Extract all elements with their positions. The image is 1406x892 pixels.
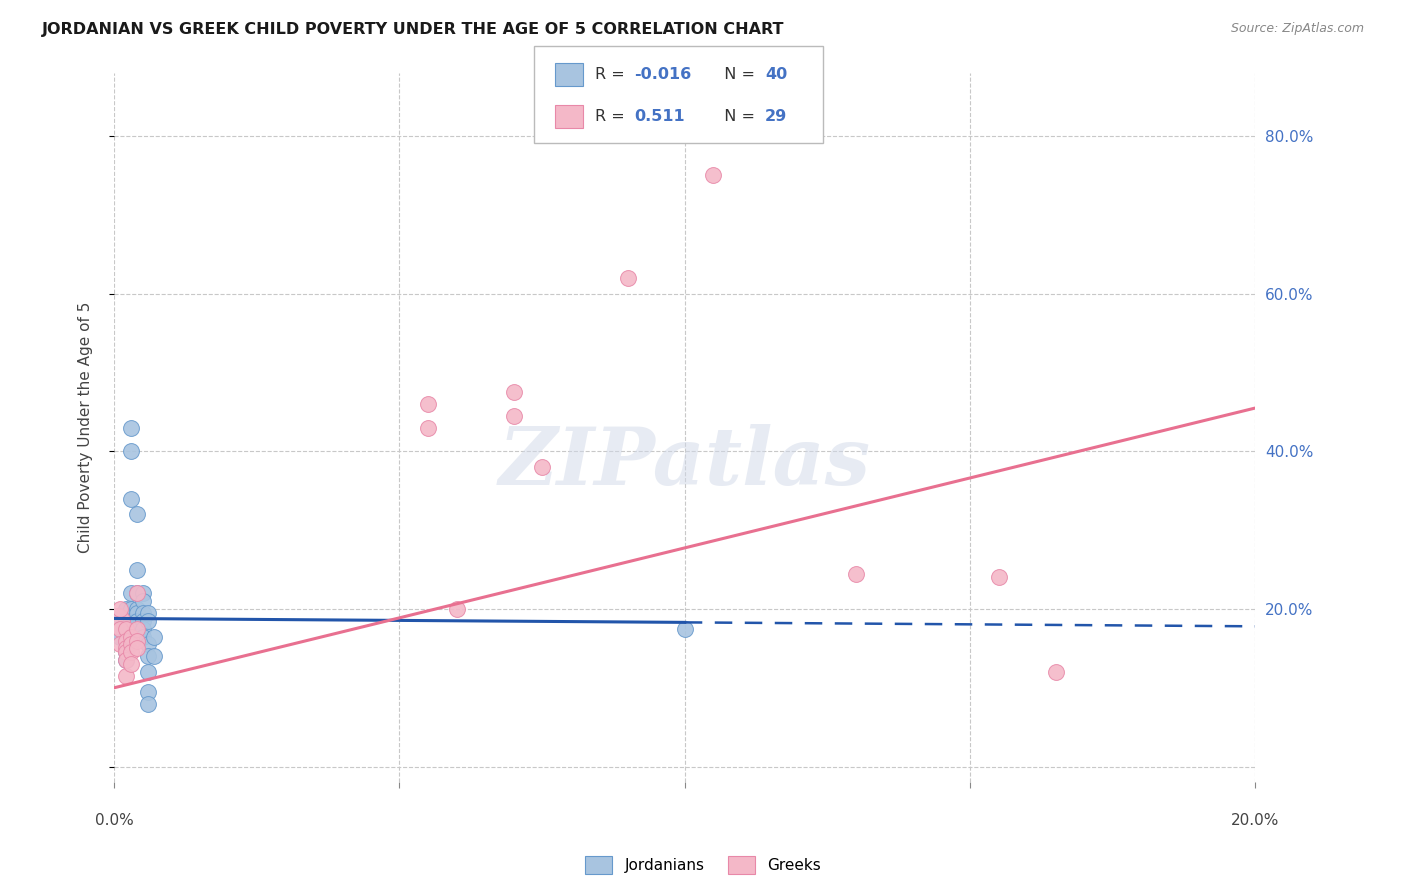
Point	[108, 614, 131, 628]
Text: N =: N =	[714, 109, 761, 124]
Text: R =: R =	[595, 67, 630, 82]
Point	[138, 614, 160, 628]
Text: ZIPatlas: ZIPatlas	[499, 425, 870, 502]
Point	[114, 645, 136, 659]
Point	[131, 622, 153, 636]
Point	[138, 684, 160, 698]
Point	[108, 637, 131, 651]
Text: N =: N =	[714, 67, 761, 82]
Point	[131, 586, 153, 600]
Point	[125, 563, 148, 577]
Point	[125, 586, 148, 600]
Point	[673, 622, 696, 636]
Text: JORDANIAN VS GREEK CHILD POVERTY UNDER THE AGE OF 5 CORRELATION CHART: JORDANIAN VS GREEK CHILD POVERTY UNDER T…	[42, 22, 785, 37]
Point	[502, 385, 524, 400]
Text: Source: ZipAtlas.com: Source: ZipAtlas.com	[1230, 22, 1364, 36]
Text: R =: R =	[595, 109, 634, 124]
Point	[120, 491, 142, 506]
Point	[114, 633, 136, 648]
Point	[1045, 665, 1067, 679]
Point	[125, 602, 148, 616]
Point	[131, 614, 153, 628]
Point	[114, 653, 136, 667]
Point	[138, 665, 160, 679]
Point	[114, 622, 136, 636]
Point	[120, 630, 142, 644]
Point	[531, 460, 554, 475]
Point	[131, 630, 153, 644]
Text: 0.511: 0.511	[634, 109, 685, 124]
Point	[120, 420, 142, 434]
Point	[616, 271, 638, 285]
Point	[702, 169, 724, 183]
Point	[125, 614, 148, 628]
Point	[114, 622, 136, 636]
Point	[114, 669, 136, 683]
Point	[138, 649, 160, 664]
Point	[131, 606, 153, 620]
Point	[138, 606, 160, 620]
Point	[446, 602, 468, 616]
Point	[125, 508, 148, 522]
Point	[120, 622, 142, 636]
Point	[845, 566, 868, 581]
Text: 0.0%: 0.0%	[94, 813, 134, 828]
Point	[131, 594, 153, 608]
Point	[114, 614, 136, 628]
Point	[143, 649, 166, 664]
Legend: Jordanians, Greeks: Jordanians, Greeks	[579, 850, 827, 880]
Text: 20.0%: 20.0%	[1232, 813, 1279, 828]
Point	[114, 637, 136, 651]
Point	[120, 586, 142, 600]
Point	[987, 570, 1010, 584]
Point	[108, 602, 131, 616]
Point	[108, 622, 131, 636]
Point	[120, 444, 142, 458]
Point	[416, 420, 439, 434]
Point	[114, 653, 136, 667]
Point	[125, 586, 148, 600]
Point	[138, 697, 160, 711]
Text: -0.016: -0.016	[634, 67, 692, 82]
Point	[502, 409, 524, 423]
Point	[416, 397, 439, 411]
Y-axis label: Child Poverty Under the Age of 5: Child Poverty Under the Age of 5	[79, 302, 93, 553]
Text: 29: 29	[765, 109, 787, 124]
Point	[125, 606, 148, 620]
Point	[120, 630, 142, 644]
Point	[120, 637, 142, 651]
Point	[114, 641, 136, 656]
Point	[114, 602, 136, 616]
Point	[120, 645, 142, 659]
Point	[125, 641, 148, 656]
Point	[108, 622, 131, 636]
Text: 40: 40	[765, 67, 787, 82]
Point	[120, 602, 142, 616]
Point	[105, 614, 128, 628]
Point	[143, 630, 166, 644]
Point	[114, 645, 136, 659]
Point	[125, 633, 148, 648]
Point	[120, 614, 142, 628]
Point	[120, 657, 142, 672]
Point	[108, 630, 131, 644]
Point	[125, 622, 148, 636]
Point	[114, 630, 136, 644]
Point	[138, 637, 160, 651]
